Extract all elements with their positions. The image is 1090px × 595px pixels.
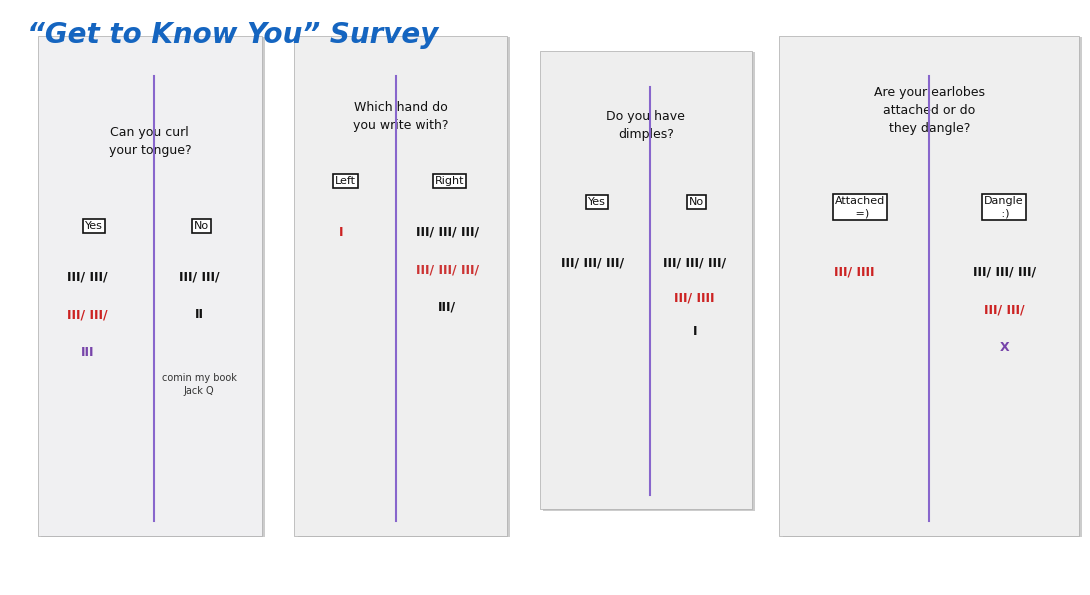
Text: III/ IIII: III/ IIII — [675, 291, 715, 304]
Text: III/ IIII: III/ IIII — [834, 265, 874, 278]
FancyBboxPatch shape — [38, 36, 262, 536]
FancyBboxPatch shape — [543, 52, 755, 511]
Text: III/ III/: III/ III/ — [984, 303, 1025, 316]
Text: III/ III/: III/ III/ — [66, 308, 108, 321]
Text: III/ III/: III/ III/ — [179, 271, 219, 284]
Text: Can you curl
your tongue?: Can you curl your tongue? — [109, 126, 191, 156]
Text: I: I — [692, 325, 697, 339]
Text: comin my book
Jack Q: comin my book Jack Q — [161, 373, 237, 396]
FancyBboxPatch shape — [783, 37, 1082, 537]
FancyBboxPatch shape — [540, 51, 752, 509]
Text: Are your earlobes
attached or do
they dangle?: Are your earlobes attached or do they da… — [874, 86, 984, 134]
Text: III/ III/ III/: III/ III/ III/ — [415, 263, 479, 276]
Text: Dangle
 :): Dangle :) — [984, 196, 1024, 218]
Text: III/ III/ III/: III/ III/ III/ — [972, 265, 1036, 278]
Text: No: No — [194, 221, 209, 231]
Text: Which hand do
you write with?: Which hand do you write with? — [353, 101, 448, 131]
Text: III/: III/ — [438, 300, 457, 314]
Text: No: No — [689, 197, 704, 207]
Text: III/ III/ III/: III/ III/ III/ — [663, 257, 726, 270]
Text: III/ III/ III/: III/ III/ III/ — [415, 226, 479, 239]
FancyBboxPatch shape — [298, 37, 510, 537]
Text: Yes: Yes — [588, 197, 606, 207]
Text: Attached
 =): Attached =) — [835, 196, 885, 218]
Text: III/ III/: III/ III/ — [66, 271, 108, 284]
Text: Left: Left — [335, 176, 355, 186]
FancyBboxPatch shape — [779, 36, 1079, 536]
Text: III/ III/ III/: III/ III/ III/ — [561, 257, 625, 270]
Text: I: I — [339, 226, 343, 239]
Text: Yes: Yes — [85, 221, 102, 231]
Text: III: III — [81, 346, 94, 359]
Text: II: II — [194, 308, 204, 321]
FancyBboxPatch shape — [41, 37, 265, 537]
FancyBboxPatch shape — [294, 36, 507, 536]
Text: Do you have
dimples?: Do you have dimples? — [606, 110, 686, 141]
Text: X: X — [1000, 340, 1009, 353]
Text: “Get to Know You” Survey: “Get to Know You” Survey — [27, 21, 438, 49]
Text: Right: Right — [435, 176, 464, 186]
